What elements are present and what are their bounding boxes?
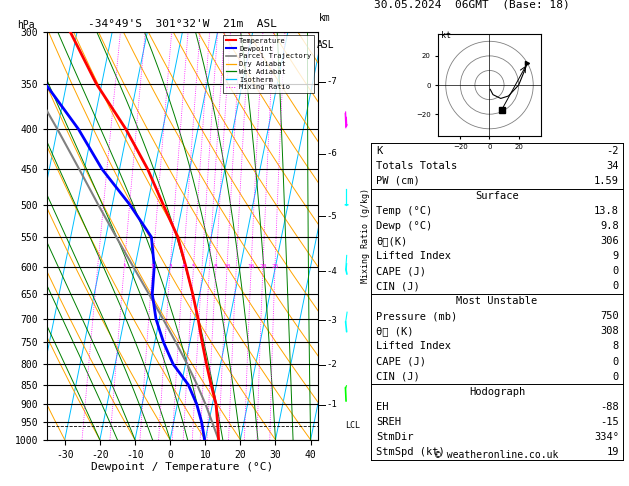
Text: Mixing Ratio (g/kg): Mixing Ratio (g/kg) [361,188,370,283]
Text: StmDir: StmDir [376,432,414,442]
Text: 13.8: 13.8 [594,206,619,216]
Text: K: K [376,146,382,156]
Text: 4: 4 [181,264,185,269]
Text: 1.59: 1.59 [594,176,619,186]
Text: -1: -1 [326,400,337,409]
Text: 334°: 334° [594,432,619,442]
Text: 308: 308 [600,327,619,336]
Text: CAPE (J): CAPE (J) [376,266,426,276]
Text: CIN (J): CIN (J) [376,372,420,382]
Text: 20: 20 [259,264,267,269]
Text: 16: 16 [247,264,255,269]
Text: -3: -3 [326,316,337,325]
Text: hPa: hPa [18,19,35,30]
Legend: Temperature, Dewpoint, Parcel Trajectory, Dry Adiabat, Wet Adiabat, Isotherm, Mi: Temperature, Dewpoint, Parcel Trajectory… [223,35,314,93]
Text: SREH: SREH [376,417,401,427]
Text: 25: 25 [271,264,279,269]
Text: -7: -7 [326,77,337,87]
Text: Lifted Index: Lifted Index [376,251,451,261]
Text: 8: 8 [613,342,619,351]
Text: 9.8: 9.8 [600,221,619,231]
Text: 3: 3 [169,264,172,269]
Text: 5: 5 [192,264,196,269]
Text: StmSpd (kt): StmSpd (kt) [376,447,445,457]
Text: km: km [320,14,331,23]
Title: -34°49'S  301°32'W  21m  ASL: -34°49'S 301°32'W 21m ASL [88,19,277,30]
Text: 306: 306 [600,236,619,246]
Text: 0: 0 [613,357,619,366]
Text: θᴇ(K): θᴇ(K) [376,236,408,246]
Text: Lifted Index: Lifted Index [376,342,451,351]
Text: CIN (J): CIN (J) [376,281,420,291]
Text: 2: 2 [151,264,155,269]
Text: Dewp (°C): Dewp (°C) [376,221,432,231]
Text: -4: -4 [326,267,337,276]
Text: Most Unstable: Most Unstable [456,296,538,306]
Text: LCL: LCL [345,421,360,431]
X-axis label: Dewpoint / Temperature (°C): Dewpoint / Temperature (°C) [91,462,274,472]
Text: Hodograph: Hodograph [469,387,525,397]
Text: 30.05.2024  06GMT  (Base: 18): 30.05.2024 06GMT (Base: 18) [374,0,570,10]
Text: Temp (°C): Temp (°C) [376,206,432,216]
Text: 9: 9 [613,251,619,261]
Text: Surface: Surface [475,191,519,201]
Text: 0: 0 [613,266,619,276]
Text: -2: -2 [326,360,337,369]
Text: 10: 10 [223,264,231,269]
Text: 8: 8 [214,264,218,269]
Text: -5: -5 [326,211,337,221]
Text: 1: 1 [122,264,126,269]
Text: -6: -6 [326,149,337,158]
Text: -88: -88 [600,402,619,412]
Text: EH: EH [376,402,389,412]
Text: © weatheronline.co.uk: © weatheronline.co.uk [435,450,559,460]
Text: Totals Totals: Totals Totals [376,161,457,171]
Text: 19: 19 [606,447,619,457]
Text: 34: 34 [606,161,619,171]
Text: ASL: ASL [316,40,334,50]
Text: 0: 0 [613,372,619,382]
Text: CAPE (J): CAPE (J) [376,357,426,366]
Text: Pressure (mb): Pressure (mb) [376,312,457,321]
Text: 0: 0 [613,281,619,291]
Text: kt: kt [442,32,452,40]
Text: -15: -15 [600,417,619,427]
Text: PW (cm): PW (cm) [376,176,420,186]
Text: 750: 750 [600,312,619,321]
Text: θᴇ (K): θᴇ (K) [376,327,414,336]
Text: -2: -2 [606,146,619,156]
